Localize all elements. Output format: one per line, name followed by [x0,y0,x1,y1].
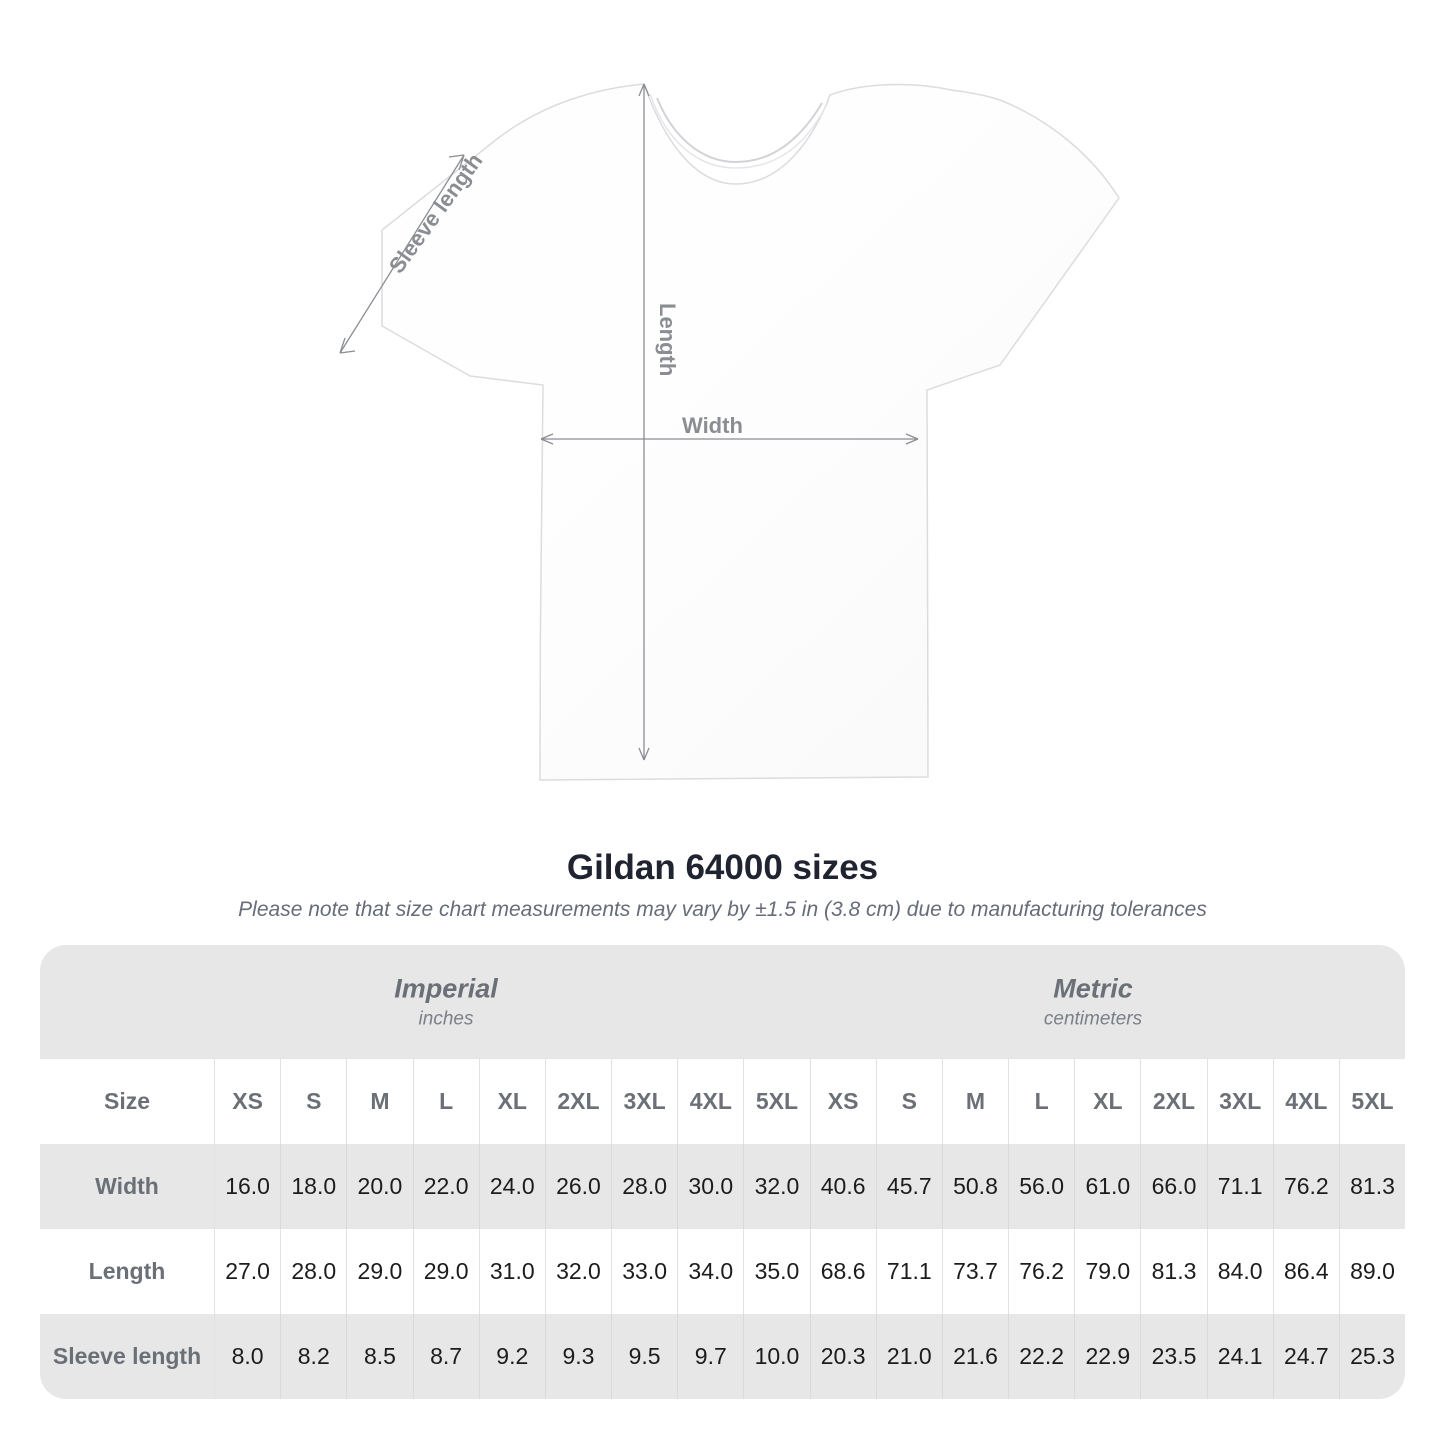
svg-text:Length: Length [655,303,680,376]
svg-text:Width: Width [682,413,743,438]
